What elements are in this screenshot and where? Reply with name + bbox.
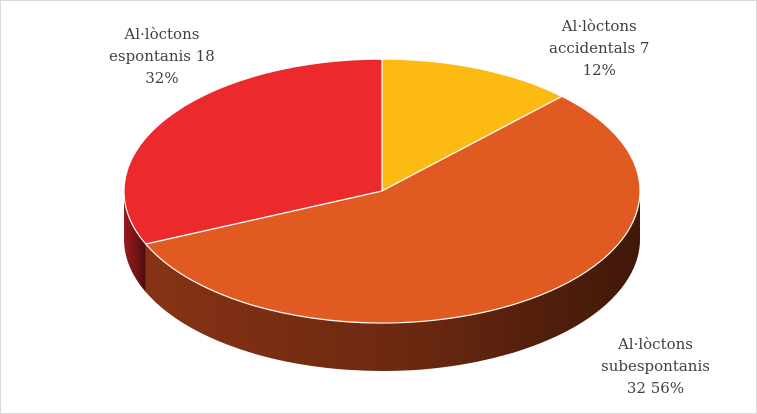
slice-label-subespontanis-line-3: 32 56%: [626, 379, 685, 397]
slice-label-subespontanis-line-1: Al·lòctons: [617, 335, 693, 353]
pie-tops: [123, 58, 641, 324]
pie-slice-al-l-ctons-subespontanis: [145, 95, 641, 324]
pie-slice-al-l-ctons-accidentals: [381, 58, 563, 192]
pie-sides: [124, 191, 641, 371]
slice-label-subespontanis: Al·lòctons subespontanis 32 56%: [601, 333, 710, 399]
pie-side-shade-al-l-ctons-subespontanis: [145, 191, 641, 371]
slice-label-espontanis-line-2: espontanis 18: [109, 47, 215, 65]
slice-label-espontanis-line-1: Al·lòctons: [124, 25, 200, 43]
slice-label-accidentals-line-1: Al·lòctons: [561, 17, 637, 35]
slice-label-accidentals: Al·lòctons accidentals 7 12%: [549, 15, 649, 81]
slice-label-subespontanis-line-2: subespontanis: [601, 357, 710, 375]
pie-side-shade-al-l-ctons-espontanis: [124, 191, 146, 293]
pie-slice-al-l-ctons-espontanis: [123, 58, 383, 245]
slice-label-espontanis: Al·lòctons espontanis 18 32%: [109, 23, 215, 89]
slice-label-espontanis-line-3: 32%: [145, 69, 179, 87]
slice-label-accidentals-line-2: accidentals 7: [549, 39, 650, 57]
slice-label-accidentals-line-3: 12%: [582, 61, 616, 79]
